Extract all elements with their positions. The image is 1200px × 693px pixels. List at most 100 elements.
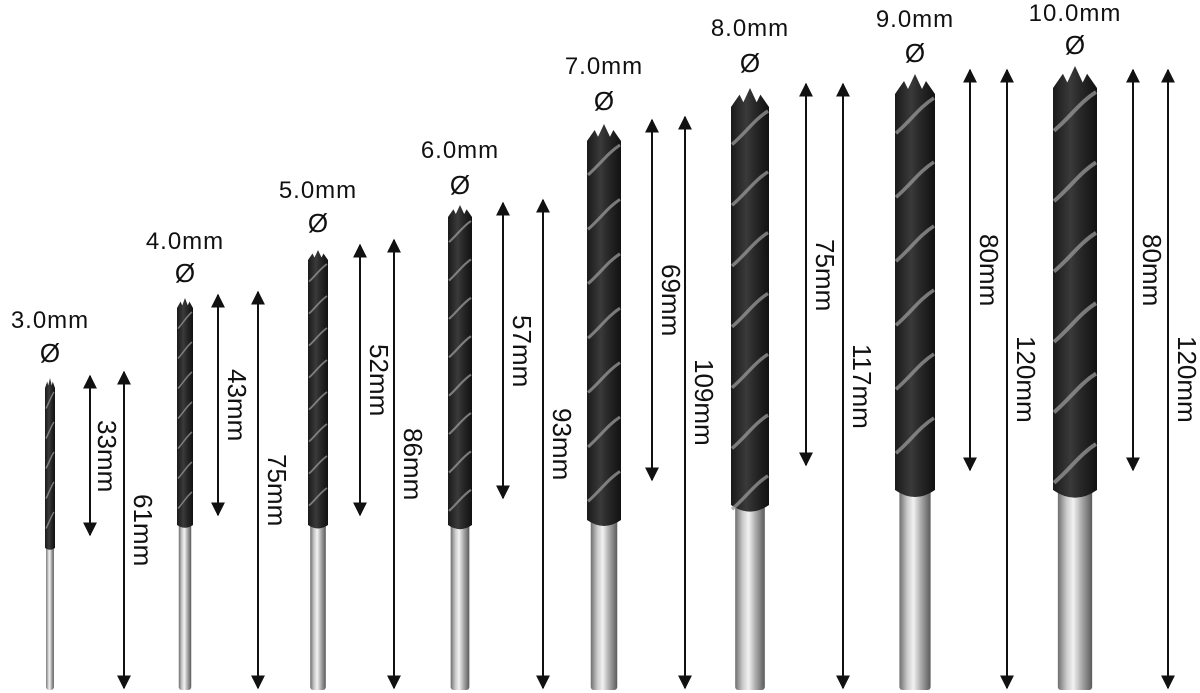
diameter-symbol: Ø bbox=[449, 170, 471, 200]
flute-highlight bbox=[308, 359, 328, 379]
diameter-label: 6.0mm bbox=[420, 137, 500, 164]
flute-length-label: 33mm bbox=[92, 419, 122, 492]
diameter-label: 3.0mm bbox=[10, 307, 90, 334]
diameter-label: 8.0mm bbox=[710, 15, 790, 42]
flute-highlight bbox=[1052, 301, 1098, 344]
flute-length-label: 57mm bbox=[507, 314, 537, 387]
flute-highlight bbox=[586, 306, 621, 340]
flute-highlight bbox=[177, 341, 193, 360]
flute-highlight bbox=[177, 431, 193, 450]
total-length-label: 93mm bbox=[547, 408, 577, 481]
flute-highlight bbox=[894, 288, 935, 327]
total-length-label: 120mm bbox=[1172, 335, 1200, 423]
diameter-symbol: Ø bbox=[1064, 30, 1086, 60]
total-length-label: 61mm bbox=[128, 494, 158, 567]
drill-flute bbox=[895, 74, 935, 497]
drill-flute bbox=[731, 88, 769, 512]
flute-highlight bbox=[308, 327, 328, 347]
diameter-symbol: Ø bbox=[307, 208, 329, 238]
total-length-label: 75mm bbox=[262, 454, 292, 527]
diameter-symbol: Ø bbox=[904, 38, 926, 68]
flute-highlight bbox=[448, 488, 472, 512]
flute-highlight bbox=[448, 296, 472, 320]
flute-length-label: 80mm bbox=[1137, 234, 1167, 307]
diameter-label: 4.0mm bbox=[145, 228, 225, 255]
flute-highlight bbox=[308, 455, 328, 475]
flute-length-label: 43mm bbox=[222, 369, 252, 442]
diameter-symbol: Ø bbox=[739, 48, 761, 78]
flute-highlight bbox=[586, 198, 621, 231]
drill-flute bbox=[1053, 66, 1097, 498]
flute-highlight bbox=[586, 143, 621, 177]
drill-shank bbox=[899, 484, 931, 690]
flute-highlight bbox=[730, 474, 769, 511]
flute-highlight bbox=[177, 371, 193, 390]
flute-highlight bbox=[177, 311, 193, 330]
flute-highlight bbox=[894, 416, 935, 455]
flute-highlight bbox=[45, 391, 55, 409]
drill-bit-3 bbox=[308, 250, 328, 690]
flute-highlight bbox=[308, 423, 328, 443]
diameter-symbol: Ø bbox=[39, 338, 61, 368]
flute-highlight bbox=[177, 401, 193, 420]
drill-bit-4 bbox=[448, 205, 472, 690]
flute-highlight bbox=[45, 481, 55, 499]
total-length-label: 86mm bbox=[398, 428, 428, 501]
drill-flute bbox=[308, 250, 328, 529]
drill-flute bbox=[587, 124, 621, 526]
drill-shank bbox=[1057, 484, 1093, 690]
flute-highlight bbox=[586, 415, 621, 449]
drill-shank bbox=[46, 542, 54, 690]
flute-highlight bbox=[1052, 160, 1098, 203]
flute-highlight bbox=[177, 461, 193, 480]
flute-highlight bbox=[448, 258, 472, 282]
flute-length-label: 80mm bbox=[974, 234, 1004, 307]
drill-bit-2 bbox=[177, 298, 193, 690]
total-length-label: 109mm bbox=[689, 359, 719, 446]
drill-flute bbox=[448, 205, 472, 530]
drill-shank bbox=[735, 499, 765, 690]
diameter-label: 9.0mm bbox=[875, 6, 955, 33]
flute-highlight bbox=[894, 224, 935, 263]
drill-bit-1 bbox=[45, 378, 55, 690]
flute-highlight bbox=[308, 487, 328, 507]
drill-bit-8 bbox=[1052, 66, 1098, 690]
diameter-symbol: Ø bbox=[593, 86, 615, 116]
flute-highlight bbox=[177, 491, 193, 510]
flute-highlight bbox=[730, 231, 769, 268]
flute-length-label: 69mm bbox=[656, 264, 686, 337]
diameter-label: 7.0mm bbox=[564, 53, 644, 80]
flute-highlight bbox=[730, 170, 769, 207]
flute-highlight bbox=[894, 160, 935, 199]
flute-highlight bbox=[1052, 231, 1098, 274]
total-length-label: 117mm bbox=[847, 343, 877, 429]
flute-highlight bbox=[308, 295, 328, 315]
drill-bit-5 bbox=[586, 124, 621, 690]
drill-shank bbox=[590, 514, 618, 690]
flute-length-label: 52mm bbox=[364, 344, 394, 417]
drill-shank bbox=[450, 519, 470, 690]
flute-highlight bbox=[448, 373, 472, 397]
flute-highlight bbox=[730, 109, 769, 146]
flute-highlight bbox=[730, 413, 769, 450]
flute-highlight bbox=[308, 263, 328, 283]
flute-highlight bbox=[894, 96, 935, 135]
flute-highlight bbox=[308, 391, 328, 411]
flute-highlight bbox=[45, 511, 55, 529]
flute-highlight bbox=[448, 450, 472, 474]
flute-highlight bbox=[586, 252, 621, 285]
flute-highlight bbox=[1052, 90, 1098, 133]
flute-highlight bbox=[894, 352, 935, 391]
drill-flute bbox=[45, 378, 55, 550]
flute-highlight bbox=[1052, 371, 1098, 414]
flute-highlight bbox=[448, 220, 472, 243]
flute-highlight bbox=[448, 335, 472, 359]
flute-length-label: 75mm bbox=[810, 238, 840, 311]
flute-highlight bbox=[45, 451, 55, 469]
flute-highlight bbox=[448, 412, 472, 435]
drill-bit-7 bbox=[894, 74, 935, 690]
flute-highlight bbox=[45, 421, 55, 439]
flute-highlight bbox=[586, 470, 621, 503]
diameter-label: 10.0mm bbox=[1028, 0, 1122, 27]
